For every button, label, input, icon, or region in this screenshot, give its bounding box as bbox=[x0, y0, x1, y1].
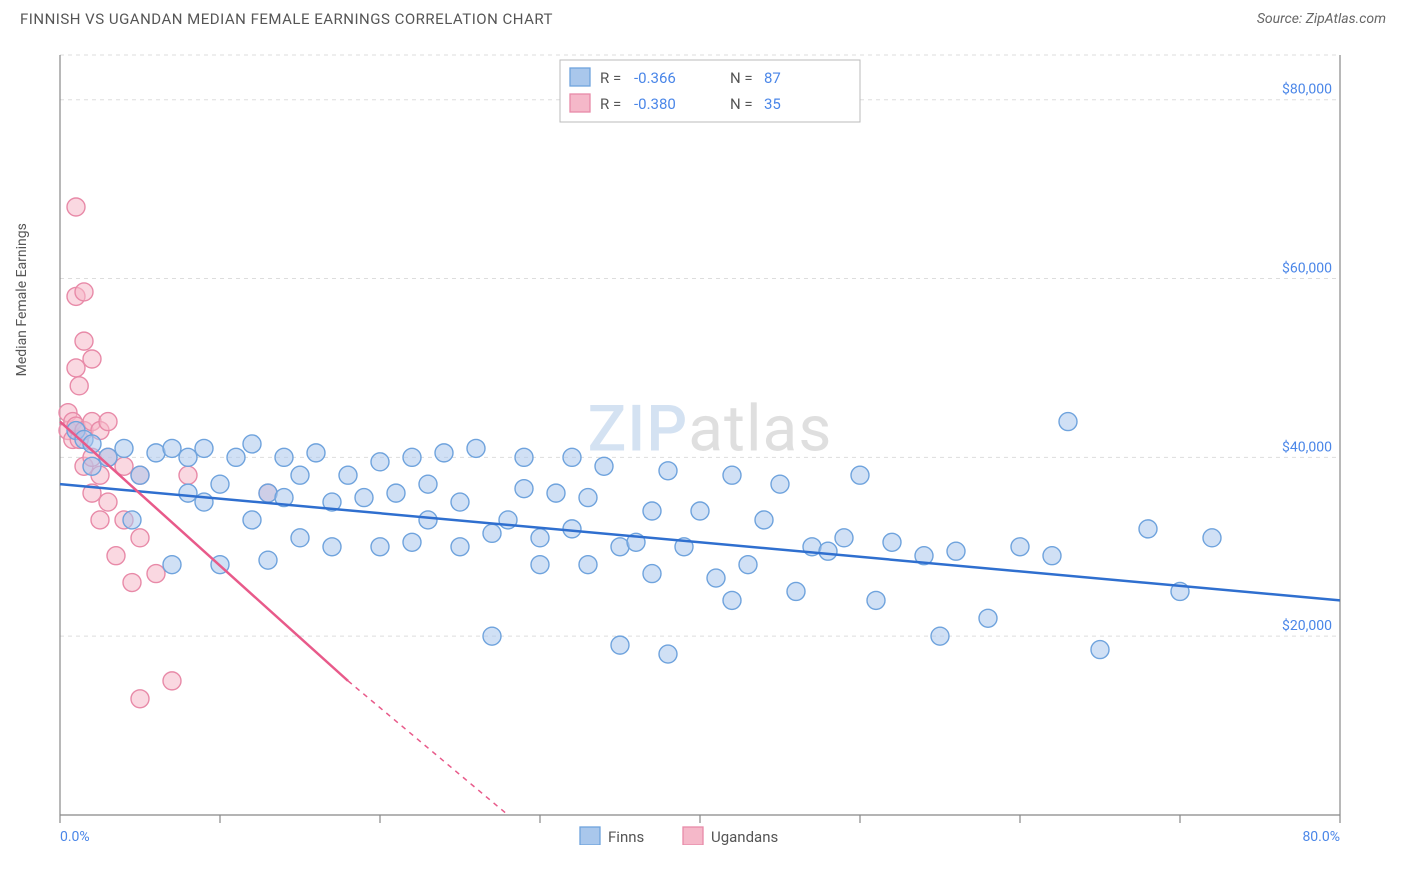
svg-text:R =: R = bbox=[600, 95, 621, 113]
svg-text:Finns: Finns bbox=[608, 828, 644, 845]
svg-text:80.0%: 80.0% bbox=[1302, 829, 1340, 845]
svg-text:$80,000: $80,000 bbox=[1282, 81, 1332, 98]
svg-text:$60,000: $60,000 bbox=[1282, 260, 1332, 277]
svg-text:0.0%: 0.0% bbox=[60, 829, 90, 845]
y-axis-label: Median Female Earnings bbox=[14, 223, 30, 376]
svg-text:87: 87 bbox=[764, 69, 781, 87]
svg-text:$20,000: $20,000 bbox=[1282, 617, 1332, 634]
svg-text:N =: N = bbox=[730, 69, 753, 87]
svg-text:-0.380: -0.380 bbox=[634, 95, 676, 113]
svg-text:R =: R = bbox=[600, 69, 621, 87]
svg-text:$40,000: $40,000 bbox=[1282, 438, 1332, 455]
scatter-chart-svg: 0.0% 80.0% $20,000 $40,000 $60,000 $80,000 R =… bbox=[40, 45, 1380, 845]
svg-text:Ugandans: Ugandans bbox=[711, 828, 778, 845]
source-attribution: Source: ZipAtlas.com bbox=[1257, 11, 1386, 27]
svg-text:35: 35 bbox=[764, 95, 781, 113]
chart-title: FINNISH VS UGANDAN MEDIAN FEMALE EARNING… bbox=[20, 10, 553, 28]
svg-text:N =: N = bbox=[730, 95, 753, 113]
chart-area: Median Female Earnings 0.0%80.0%$20,000$… bbox=[40, 45, 1380, 845]
svg-text:-0.366: -0.366 bbox=[634, 69, 676, 87]
